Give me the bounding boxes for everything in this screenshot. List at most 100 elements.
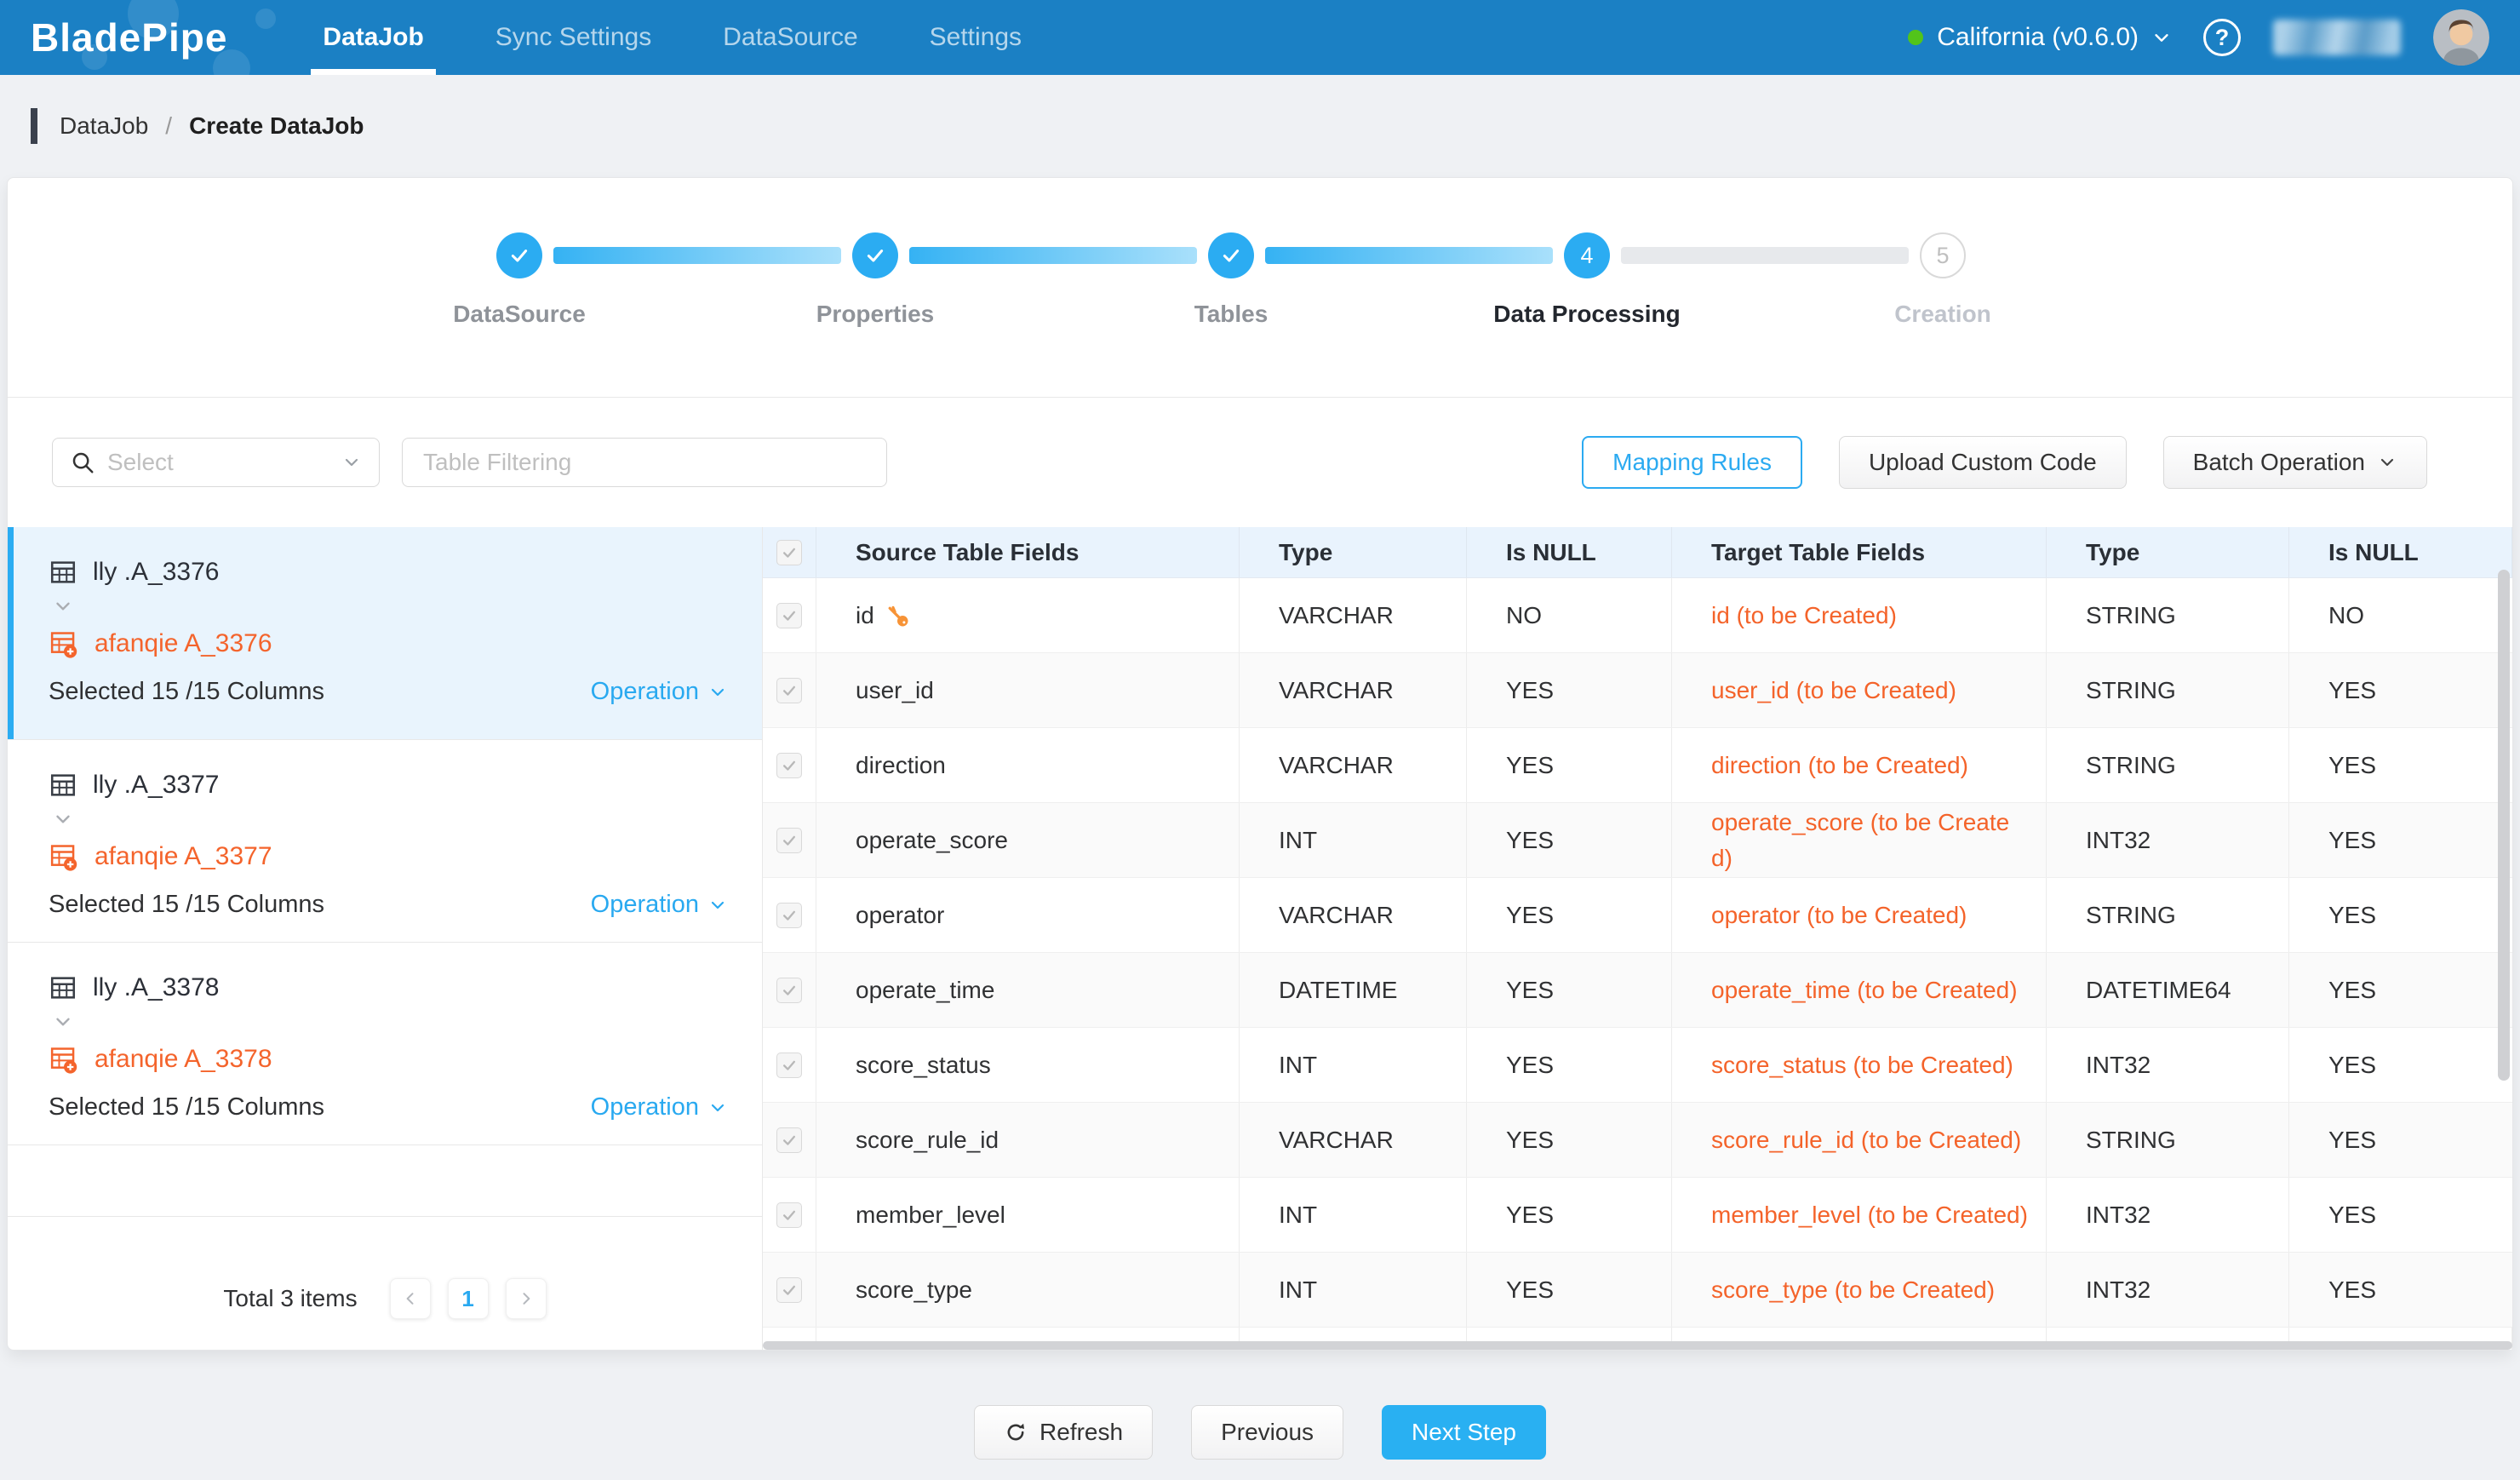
selected-columns-text: Selected 15 /15 Columns [49,891,324,919]
source-field-name: direction [856,752,946,779]
source-field-type: VARCHAR [1240,728,1467,802]
panel-empty-slot [8,1145,762,1217]
help-icon[interactable]: ? [2203,19,2241,56]
target-field-name: score_rule_id (to be Created) [1711,1122,2038,1158]
step-number: 5 [1936,243,1949,269]
target-is-null: YES [2289,953,2512,1027]
horizontal-scrollbar[interactable] [763,1341,2512,1350]
table-filter-input[interactable] [402,438,887,487]
operation-label: Operation [591,1093,699,1121]
source-table-icon [49,973,77,1002]
table-pair-item[interactable]: lly .A_3377afanqie A_3377Selected 15 /15… [8,740,762,943]
step-circle-datasource [496,232,542,278]
target-table-name: afanqie A_3378 [94,1045,272,1074]
logo-decoration-bubble [255,9,276,29]
row-checkbox[interactable] [776,1202,802,1228]
source-is-null: YES [1467,1028,1672,1102]
source-is-null: YES [1467,878,1672,952]
target-field-name: operate_time (to be Created) [1711,972,2035,1008]
nav-item-sync-settings[interactable]: Sync Settings [460,0,687,75]
nav-item-datasource[interactable]: DataSource [687,0,893,75]
source-table-name: lly .A_3377 [93,771,219,800]
wizard-stepper: DataSourcePropertiesTables4Data Processi… [8,178,2512,398]
batch-operation-button[interactable]: Batch Operation [2163,436,2427,489]
column-header: Source Table Fields [816,527,1240,577]
source-is-null: YES [1467,1253,1672,1327]
source-is-null: YES [1467,1178,1672,1252]
table-row: member_levelINTYESmember_level (to be Cr… [763,1178,2512,1253]
table-pair-item[interactable]: lly .A_3376afanqie A_3376Selected 15 /15… [8,527,762,740]
operation-dropdown[interactable]: Operation [591,1093,728,1121]
table-row: score_typeINTYESscore_type (to be Create… [763,1253,2512,1328]
chevron-down-icon [52,808,74,830]
previous-button[interactable]: Previous [1191,1405,1343,1460]
check-icon [864,244,886,267]
table-row: operatorVARCHARYESoperator (to be Create… [763,878,2512,953]
pagination-next-button[interactable] [506,1278,547,1319]
target-field-type: INT32 [2047,1028,2289,1102]
nav-item-settings[interactable]: Settings [894,0,1057,75]
target-field-name: direction (to be Created) [1711,748,1985,783]
chevron-right-icon [518,1290,535,1307]
next-step-button[interactable]: Next Step [1382,1405,1546,1460]
breadcrumb-separator: / [165,112,172,140]
column-header: Is NULL [1467,527,1672,577]
table-row: score_statusINTYESscore_status (to be Cr… [763,1028,2512,1103]
row-checkbox[interactable] [776,678,802,703]
source-table-icon [49,558,77,587]
target-field-type: STRING [2047,1103,2289,1177]
target-field-type: INT32 [2047,1178,2289,1252]
check-icon [781,1132,798,1149]
search-select[interactable]: Select [52,438,380,487]
pagination-prev-button[interactable] [390,1278,431,1319]
vertical-scrollbar[interactable] [2498,570,2510,1081]
row-checkbox[interactable] [776,903,802,928]
target-table-create-icon [49,841,79,872]
status-dot-icon [1908,30,1923,45]
source-field-name: id [856,602,874,629]
select-all-checkbox[interactable] [776,540,802,565]
operation-dropdown[interactable]: Operation [591,891,728,919]
refresh-button[interactable]: Refresh [974,1405,1153,1460]
chevron-down-icon [341,452,362,473]
target-field-type: STRING [2047,728,2289,802]
pagination-page-1[interactable]: 1 [448,1278,489,1319]
row-checkbox[interactable] [776,603,802,628]
table-row: idVARCHARNOid (to be Created)STRINGNO [763,578,2512,653]
upload-custom-code-button[interactable]: Upload Custom Code [1839,436,2127,489]
step-label: Creation [1894,301,1991,328]
footer-actions: Refresh Previous Next Step [0,1405,2520,1460]
row-checkbox[interactable] [776,753,802,778]
row-checkbox[interactable] [776,1277,802,1303]
breadcrumb-datajob[interactable]: DataJob [60,112,148,140]
source-field-name: member_level [856,1202,1005,1229]
username-blurred[interactable] [2273,20,2401,55]
main-card: DataSourcePropertiesTables4Data Processi… [7,177,2513,1351]
avatar[interactable] [2433,9,2489,66]
environment-selector[interactable]: California (v0.6.0) [1908,23,2171,52]
row-checkbox[interactable] [776,1053,802,1078]
target-is-null: YES [2289,1103,2512,1177]
header-checkbox-cell [763,527,816,577]
source-field-name: operate_score [856,827,1008,854]
source-field-name: operate_time [856,977,994,1004]
target-is-null: YES [2289,1178,2512,1252]
mapping-rules-button[interactable]: Mapping Rules [1582,436,1802,489]
source-table-name: lly .A_3378 [93,973,219,1002]
page-title: Create DataJob [189,112,364,140]
row-checkbox[interactable] [776,978,802,1003]
check-icon [781,757,798,774]
target-field-type: DATETIME64 [2047,953,2289,1027]
table-pair-item[interactable]: lly .A_3378afanqie A_3378Selected 15 /15… [8,943,762,1145]
check-icon [781,544,798,561]
target-is-null: YES [2289,728,2512,802]
target-is-null: YES [2289,653,2512,727]
row-checkbox[interactable] [776,1127,802,1153]
operation-dropdown[interactable]: Operation [591,678,728,706]
source-table-icon [49,771,77,800]
nav-item-datajob[interactable]: DataJob [287,0,459,75]
search-icon [70,450,95,475]
check-icon [781,1282,798,1299]
row-checkbox[interactable] [776,828,802,853]
source-field-type: VARCHAR [1240,578,1467,652]
